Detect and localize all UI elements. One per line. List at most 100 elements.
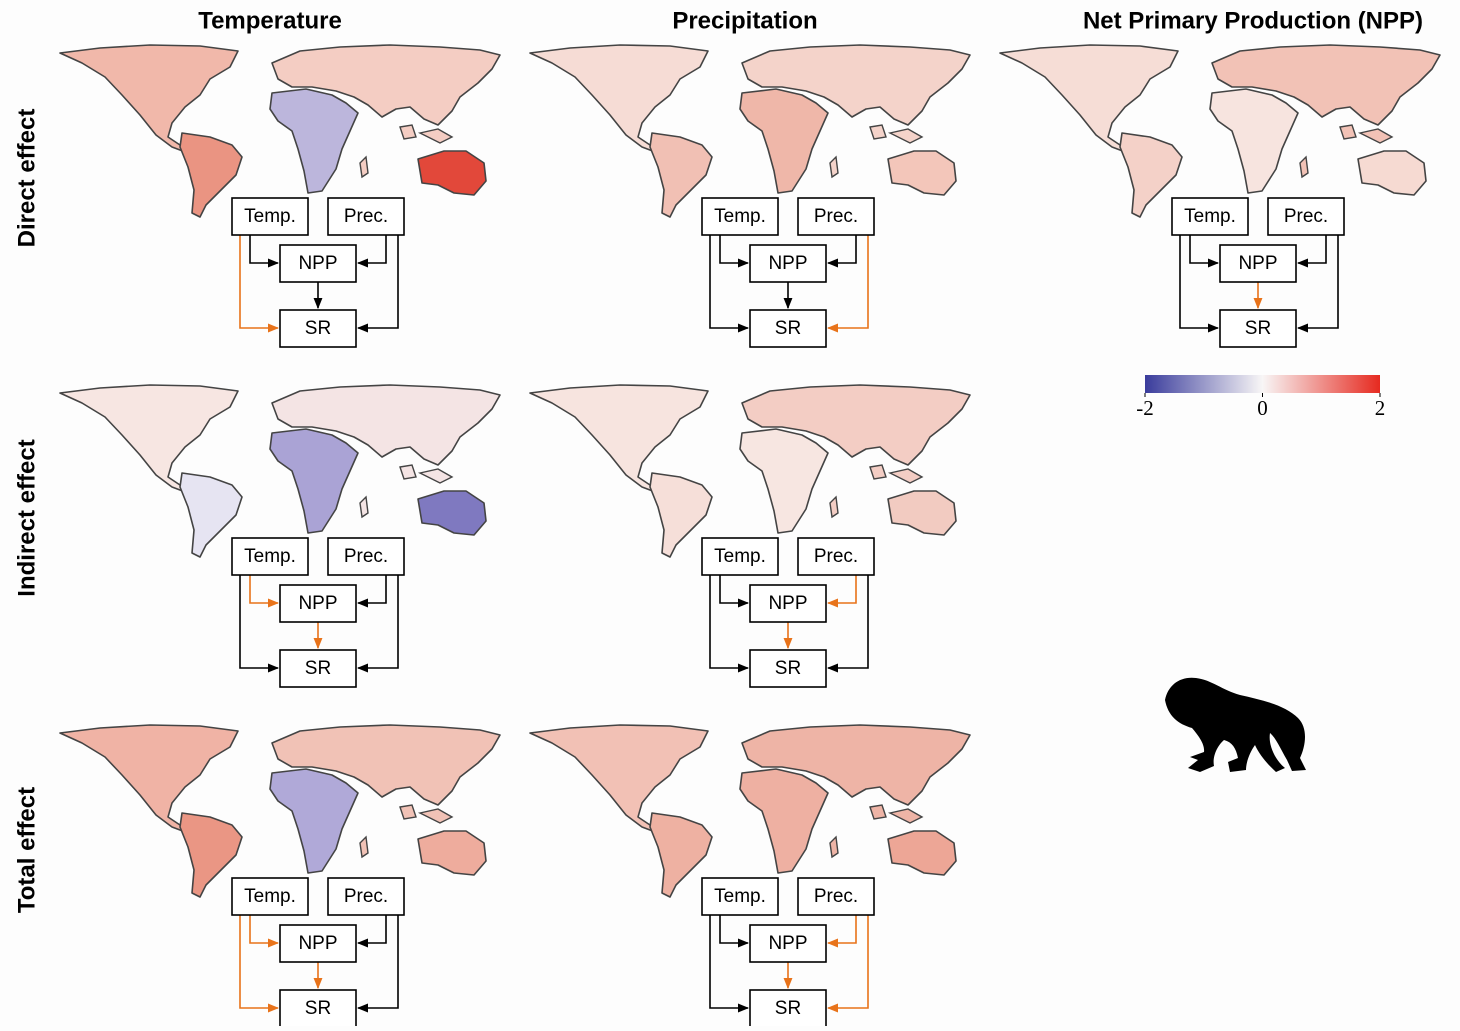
arrow: [828, 915, 868, 1008]
arrow: [720, 235, 748, 263]
arrow: [1298, 235, 1338, 328]
arrow: [710, 915, 748, 1008]
world-map: [530, 725, 970, 897]
node-label: SR: [775, 658, 801, 679]
island: [830, 497, 838, 517]
world-map: [1000, 45, 1440, 217]
island: [870, 805, 886, 819]
arrow: [710, 235, 748, 328]
world-map: [60, 385, 500, 557]
node-label: SR: [1245, 318, 1271, 339]
node-label: NPP: [298, 593, 337, 614]
arrow: [828, 235, 856, 263]
node-label: SR: [305, 658, 331, 679]
arrow: [720, 575, 748, 603]
node-label: Temp.: [714, 546, 766, 567]
node-label: NPP: [768, 593, 807, 614]
arrow: [240, 915, 278, 1008]
arrow: [828, 235, 868, 328]
column-title: Net Primary Production (NPP): [1083, 7, 1423, 34]
continent: [888, 151, 956, 195]
arrow: [358, 915, 398, 1008]
figure: Temperature Precipitation Net Primary Pr…: [0, 0, 1460, 1026]
node-label: Prec.: [814, 886, 858, 907]
world-map: [60, 725, 500, 897]
island: [360, 497, 368, 517]
arrow: [1298, 235, 1326, 263]
island: [400, 125, 416, 139]
arrow: [240, 575, 278, 668]
arrow: [828, 575, 856, 603]
colorbar-tick-label: 0: [1257, 396, 1268, 420]
island: [1340, 125, 1356, 139]
continent: [740, 429, 828, 533]
continent: [270, 429, 358, 533]
continent: [740, 89, 828, 193]
continent: [418, 491, 486, 535]
world-map: [530, 45, 970, 217]
island: [420, 129, 452, 143]
node-label: Prec.: [344, 886, 388, 907]
island: [890, 129, 922, 143]
node-label: Temp.: [244, 546, 296, 567]
continent: [270, 89, 358, 193]
island: [890, 469, 922, 483]
node-label: Temp.: [244, 206, 296, 227]
node-label: Prec.: [1284, 206, 1328, 227]
arrow: [358, 915, 386, 943]
path-diagram: Temp. Prec. NPP SR: [232, 538, 404, 687]
node-label: Temp.: [714, 886, 766, 907]
island: [400, 465, 416, 479]
island: [890, 809, 922, 823]
island: [830, 157, 838, 177]
continent: [418, 151, 486, 195]
arrow: [358, 575, 386, 603]
continent: [418, 831, 486, 875]
arrow: [358, 575, 398, 668]
continent: [740, 769, 828, 873]
frog-silhouette: [1165, 678, 1306, 772]
panels: Temp. Prec. NPP SR Temp. Prec. NPP SR Temp. Prec.…: [60, 45, 1440, 1026]
path-diagram: Temp. Prec. NPP SR: [702, 878, 874, 1026]
continent: [888, 831, 956, 875]
node-label: Prec.: [814, 206, 858, 227]
arrow: [358, 235, 398, 328]
arrow: [828, 575, 868, 668]
island: [830, 837, 838, 857]
arrow: [720, 915, 748, 943]
node-label: Temp.: [244, 886, 296, 907]
column-title: Precipitation: [672, 7, 817, 34]
node-label: NPP: [768, 253, 807, 274]
node-label: Temp.: [714, 206, 766, 227]
node-label: SR: [775, 998, 801, 1019]
node-label: Temp.: [1184, 206, 1236, 227]
arrow: [358, 235, 386, 263]
world-map: [530, 385, 970, 557]
arrow: [710, 575, 748, 668]
island: [870, 465, 886, 479]
arrow: [250, 575, 278, 603]
island: [400, 805, 416, 819]
panel: Temp.Prec.NPPSR: [530, 45, 970, 347]
node-label: Prec.: [344, 546, 388, 567]
row-title: Total effect: [13, 787, 40, 913]
row-title: Direct effect: [13, 109, 40, 248]
island: [870, 125, 886, 139]
island: [420, 809, 452, 823]
island: [360, 837, 368, 857]
colorbar-gradient: [1145, 375, 1380, 393]
panel: Temp. Prec. NPP SR: [530, 725, 970, 1026]
node-label: SR: [305, 318, 331, 339]
node-label: NPP: [768, 933, 807, 954]
arrow: [250, 235, 278, 263]
continent: [1358, 151, 1426, 195]
continent: [1210, 89, 1298, 193]
colorbar-tick-label: -2: [1136, 396, 1154, 420]
node-label: NPP: [298, 253, 337, 274]
continent: [270, 769, 358, 873]
arrow: [240, 235, 278, 328]
